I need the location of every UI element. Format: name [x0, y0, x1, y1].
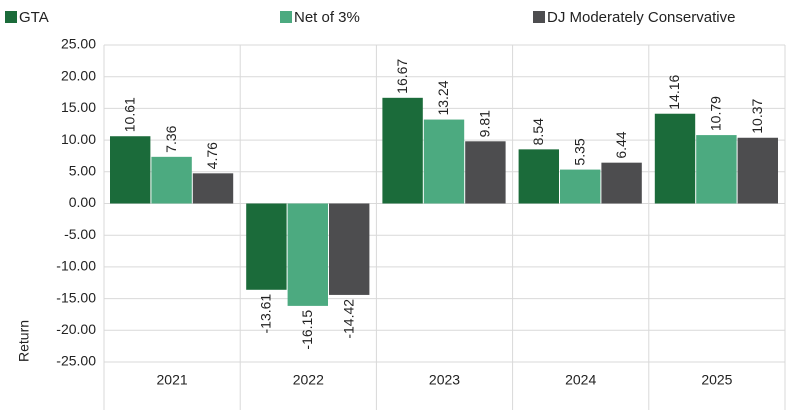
data-label: 10.61 — [121, 97, 137, 132]
y-tick-label: -25.00 — [56, 353, 96, 369]
y-tick-label: 0.00 — [69, 194, 96, 210]
data-label: 5.35 — [571, 138, 587, 165]
x-tick-label: 2025 — [701, 372, 732, 388]
bar — [192, 173, 234, 204]
y-tick-label: 5.00 — [69, 163, 96, 179]
bar — [110, 136, 151, 204]
data-label: -13.61 — [258, 294, 274, 334]
data-label: 6.44 — [613, 131, 629, 158]
bar — [329, 203, 370, 295]
data-label: 9.81 — [477, 110, 493, 137]
bar — [601, 162, 642, 204]
bar — [246, 203, 287, 290]
y-tick-label: 25.00 — [61, 36, 96, 52]
bar — [560, 169, 601, 204]
legend-label: DJ Moderately Conservative — [547, 9, 735, 26]
data-label: 16.67 — [394, 59, 410, 94]
data-label: 10.79 — [708, 96, 724, 131]
y-tick-label: 15.00 — [61, 99, 96, 115]
bar — [382, 97, 423, 204]
bar — [518, 149, 559, 204]
legend-label: Net of 3% — [294, 9, 360, 26]
bar — [696, 135, 737, 204]
data-label: 13.24 — [435, 80, 451, 115]
data-label: 8.54 — [530, 118, 546, 145]
bar — [151, 156, 192, 204]
y-tick-label: -15.00 — [56, 289, 96, 305]
y-tick-label: -20.00 — [56, 321, 96, 337]
legend-swatch — [533, 11, 545, 23]
bar — [654, 113, 696, 204]
bar — [287, 203, 328, 306]
y-tick-label: -5.00 — [64, 226, 96, 242]
x-tick-label: 2023 — [429, 372, 460, 388]
x-tick-label: 2021 — [157, 372, 188, 388]
data-label: -14.42 — [340, 299, 356, 339]
bar — [737, 137, 778, 204]
legend-label: GTA — [19, 9, 49, 26]
bar — [465, 141, 506, 204]
x-tick-label: 2024 — [565, 372, 596, 388]
y-axis-label: Return — [16, 320, 32, 362]
data-label: 7.36 — [163, 125, 179, 152]
y-tick-label: 20.00 — [61, 67, 96, 83]
data-label: 4.76 — [204, 142, 220, 169]
data-label: 14.16 — [666, 74, 682, 109]
data-label: -16.15 — [299, 310, 315, 350]
y-tick-label: 10.00 — [61, 131, 96, 147]
x-tick-label: 2022 — [293, 372, 324, 388]
data-label: 10.37 — [749, 99, 765, 134]
legend-swatch — [280, 11, 292, 23]
y-tick-label: -10.00 — [56, 258, 96, 274]
bar — [423, 119, 465, 204]
legend-swatch — [5, 11, 17, 23]
